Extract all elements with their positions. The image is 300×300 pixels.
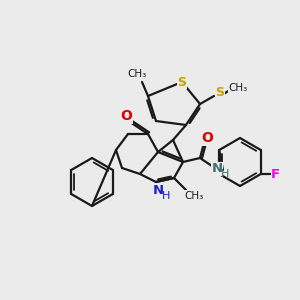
- Text: N: N: [212, 163, 223, 176]
- Text: H: H: [162, 191, 170, 201]
- Text: S: S: [178, 76, 187, 88]
- Text: F: F: [271, 167, 280, 181]
- Text: S: S: [215, 86, 224, 100]
- Text: CH₃: CH₃: [128, 69, 147, 79]
- Text: N: N: [152, 184, 164, 197]
- Text: CH₃: CH₃: [228, 83, 248, 93]
- Text: O: O: [201, 131, 213, 145]
- Text: H: H: [221, 169, 229, 179]
- Text: CH₃: CH₃: [184, 191, 204, 201]
- Text: O: O: [120, 109, 132, 123]
